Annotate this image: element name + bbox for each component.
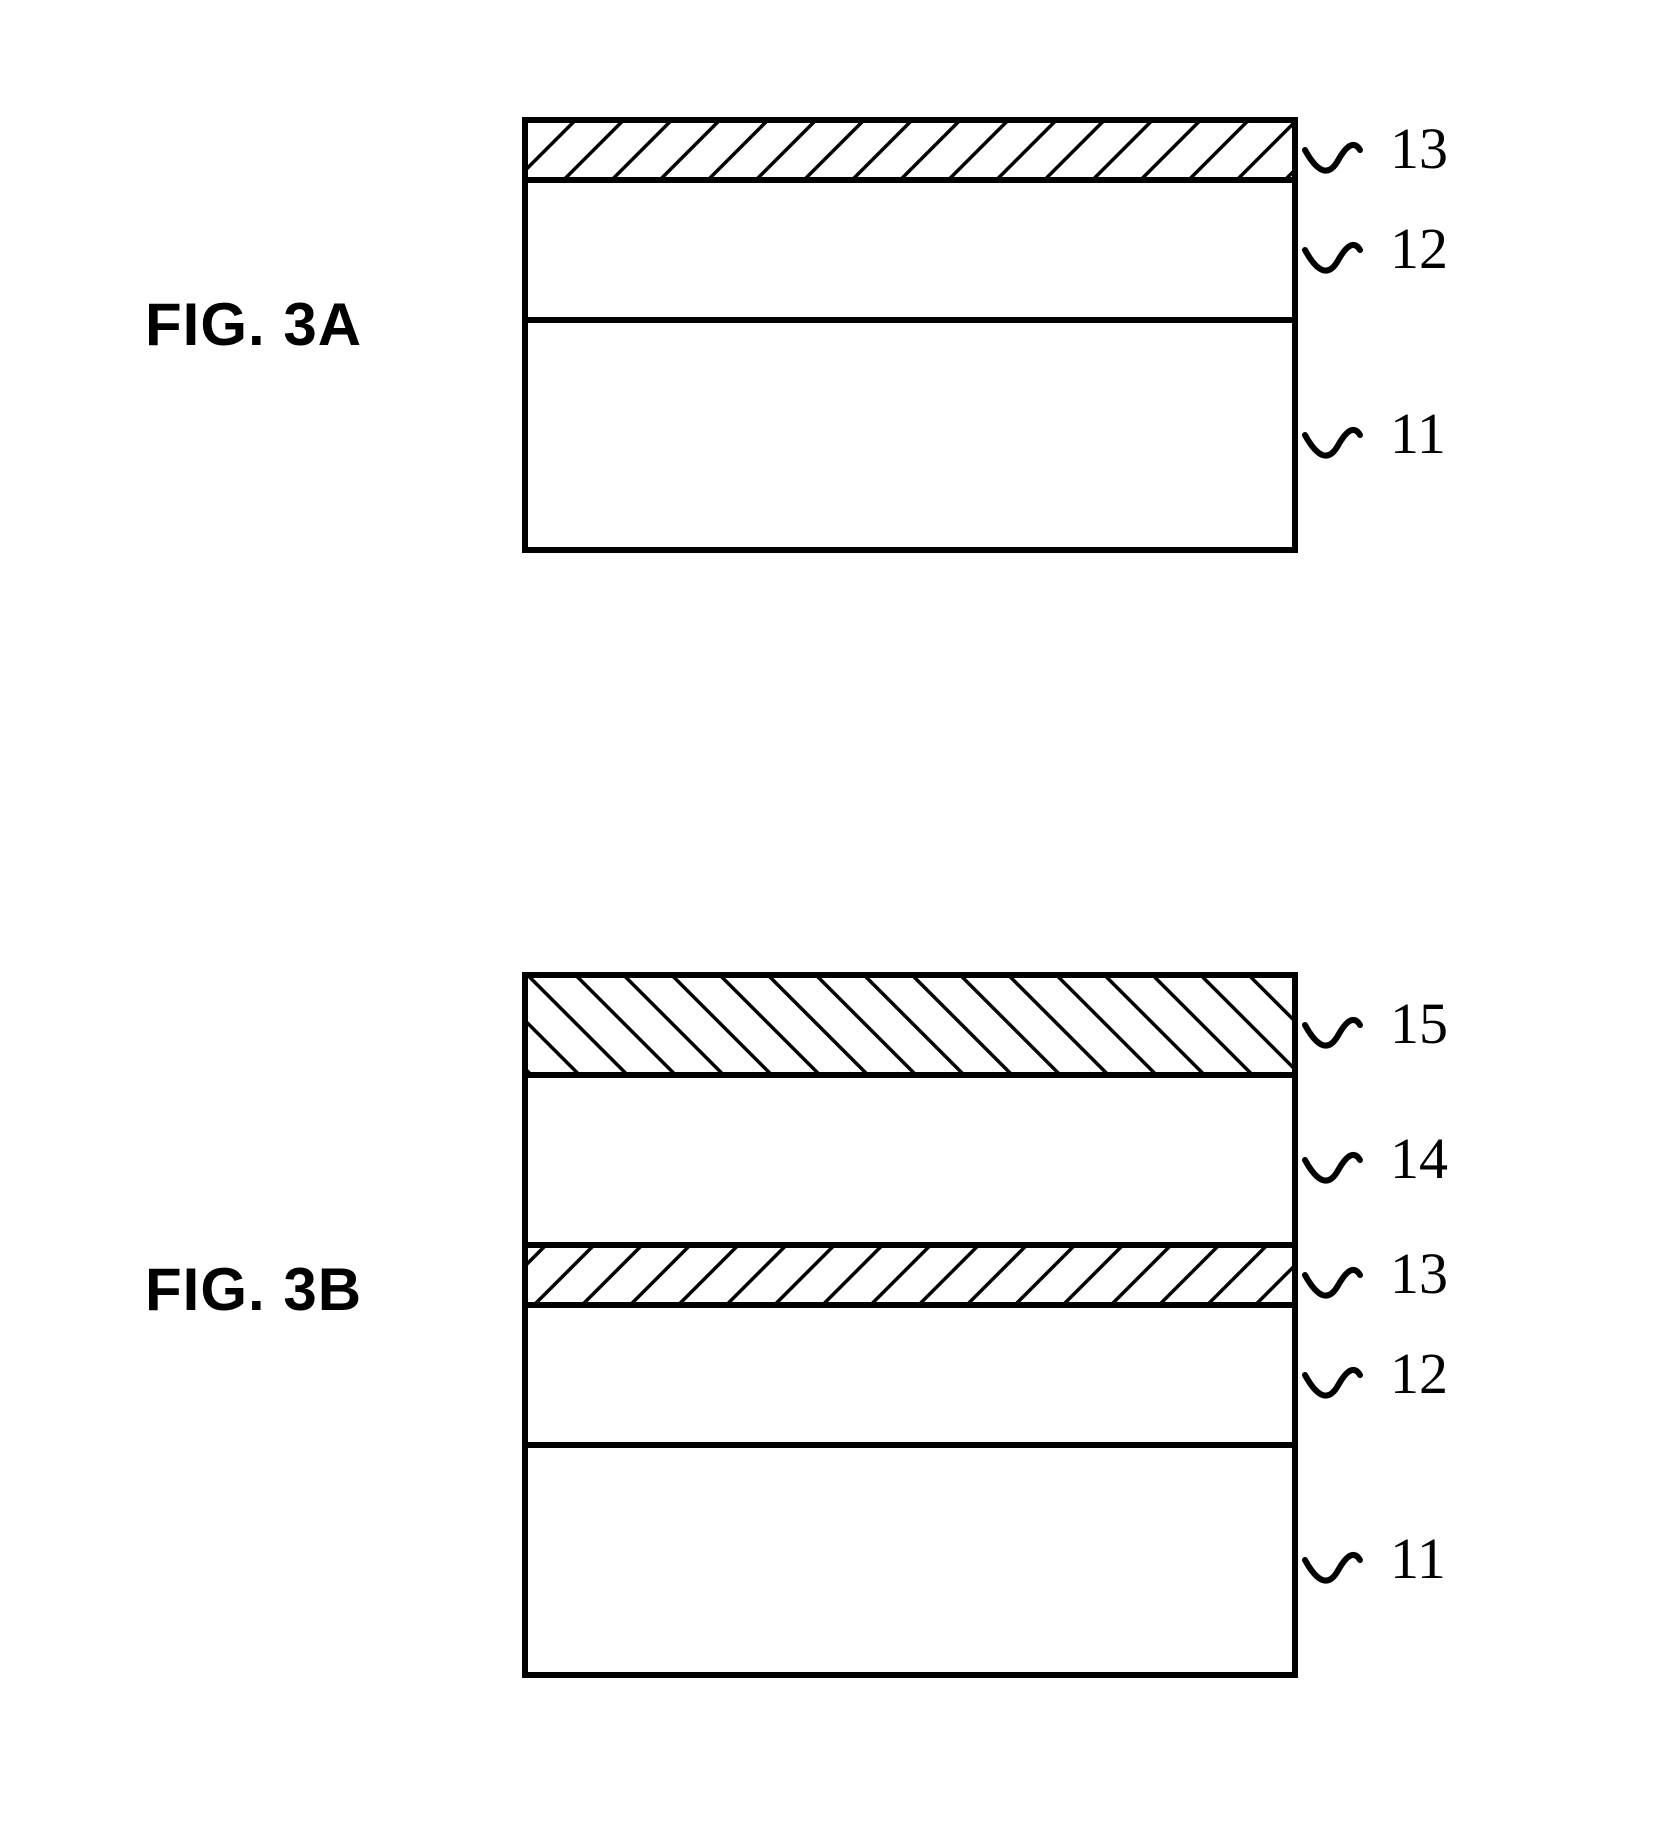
figA-callout-tick-13 [1305,145,1360,171]
figure-b-label: FIG. 3B [145,1255,362,1324]
figA-layer-12 [525,180,1295,320]
figB-layer-14 [525,1075,1295,1245]
figB-layer-13 [525,1245,1295,1305]
figB-callout-tick-11 [1305,1555,1360,1581]
figB-layer-12 [525,1305,1295,1445]
figB-callout-tick-12 [1305,1370,1360,1396]
figA-callout-tick-11 [1305,430,1360,456]
figB-callout-tick-14 [1305,1155,1360,1181]
figA-layer-11 [525,320,1295,550]
figA-stack [525,120,1570,590]
diagram-page: FIG. 3A FIG. 3B 1312111514131211 [0,0,1672,1827]
figA-callout-tick-12 [1305,245,1360,271]
figB-stack [525,975,1570,1715]
figB-layer-15 [525,975,1295,1075]
figA-layer-13 [525,120,1295,180]
figB-callout-tick-15 [1305,1020,1360,1046]
figure-a-label: FIG. 3A [145,290,362,359]
figB-callout-tick-13 [1305,1270,1360,1296]
figB-layer-11 [525,1445,1295,1675]
